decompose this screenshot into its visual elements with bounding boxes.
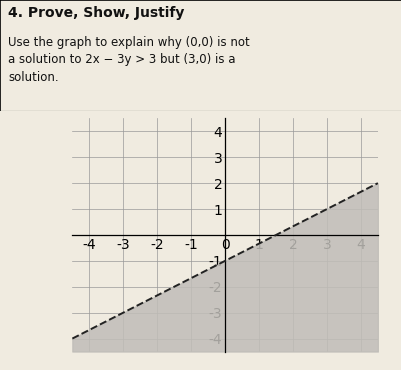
- Text: Use the graph to explain why (0,0) is not
a solution to 2x − 3y > 3 but (3,0) is: Use the graph to explain why (0,0) is no…: [8, 36, 249, 84]
- Text: 4. Prove, Show, Justify: 4. Prove, Show, Justify: [8, 6, 184, 20]
